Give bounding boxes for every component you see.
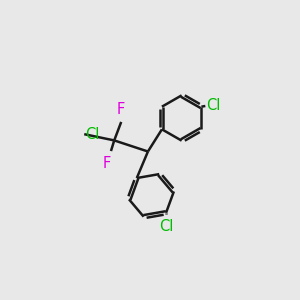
Text: Cl: Cl	[159, 218, 173, 233]
Text: F: F	[103, 156, 111, 171]
Text: Cl: Cl	[206, 98, 220, 113]
Text: Cl: Cl	[85, 127, 100, 142]
Text: F: F	[117, 102, 125, 117]
